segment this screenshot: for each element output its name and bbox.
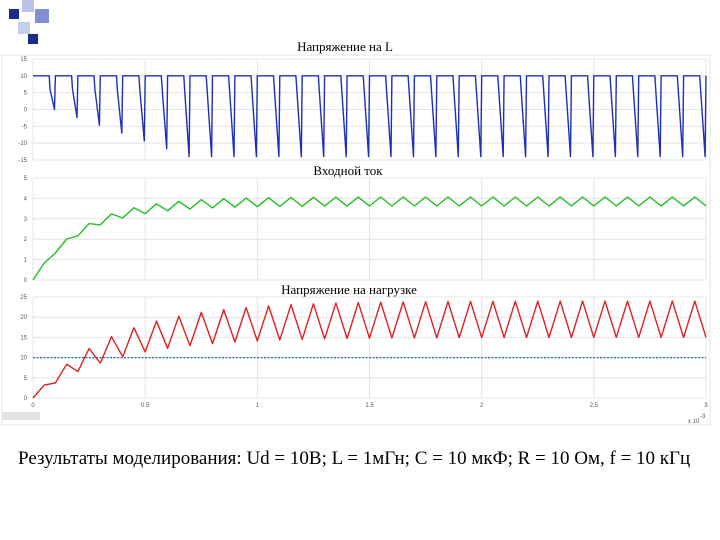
y-tick-label: 3 (24, 217, 28, 223)
x-exponent-label: x 10 (688, 419, 700, 425)
y-tick-label: 10 (20, 356, 27, 362)
x-tick-label: 1.5 (365, 403, 374, 409)
voltage-L-series-line (33, 75, 707, 158)
y-tick-label: -15 (18, 158, 27, 164)
x-exponent-power: -3 (700, 414, 706, 420)
x-tick-label: 1 (256, 403, 260, 409)
y-tick-label: 5 (24, 176, 28, 182)
x-tick-label: 0 (31, 403, 35, 409)
y-tick-label: 15 (20, 57, 27, 63)
input-current-series-line (32, 196, 707, 281)
decor-square-4 (18, 22, 30, 34)
panel-voltage-L-y-ticks: 15 10 5 0 -5 -10 -15 (18, 57, 27, 164)
panel-load-voltage-y-ticks: 25 20 15 10 5 0 (20, 295, 27, 402)
y-tick-label: 2 (24, 237, 28, 243)
y-tick-label: -5 (22, 124, 28, 130)
y-tick-label: 15 (20, 335, 27, 341)
panel-voltage-L: Напряжение на L 15 10 5 0 -5 -10 -15 (18, 39, 707, 164)
x-tick-label: 3 (704, 403, 708, 409)
panel-load-voltage: Напряжение на нагрузке 25 20 15 10 5 0 (20, 282, 707, 402)
y-tick-label: 5 (24, 91, 28, 97)
y-tick-label: 0 (24, 108, 28, 114)
decor-square-1 (9, 9, 19, 19)
y-tick-label: 5 (24, 376, 28, 382)
x-tick-label: 2.5 (590, 403, 599, 409)
panel-input-current-y-ticks: 5 4 3 2 1 0 (24, 176, 28, 284)
x-tick-label: 0.5 (141, 403, 150, 409)
y-tick-label: 0 (24, 278, 28, 284)
panel-input-current-title: Входной ток (313, 163, 383, 178)
y-tick-label: 10 (20, 74, 27, 80)
y-tick-label: 25 (20, 295, 27, 301)
panel-load-voltage-title: Напряжение на нагрузке (281, 282, 417, 297)
panel-input-current: Входной ток 5 4 3 2 1 0 (24, 163, 707, 284)
y-tick-label: 20 (20, 315, 27, 321)
y-tick-label: -10 (18, 141, 27, 147)
y-tick-label: 4 (24, 196, 28, 202)
decor-square-5 (28, 34, 38, 44)
status-bar (2, 412, 40, 420)
x-axis-ticks: 0 0.5 1 1.5 2 2.5 3 (31, 403, 708, 409)
panel-voltage-L-title: Напряжение на L (297, 39, 393, 54)
decor-square-2 (22, 0, 34, 12)
y-tick-label: 1 (24, 258, 28, 264)
y-tick-label: 0 (24, 396, 28, 402)
load-voltage-series-line (32, 300, 707, 399)
x-tick-label: 2 (480, 403, 484, 409)
panel-input-current-grid (32, 177, 707, 281)
decor-square-3 (35, 9, 49, 23)
caption: Результаты моделирования: Ud = 10В; L = … (18, 448, 691, 469)
